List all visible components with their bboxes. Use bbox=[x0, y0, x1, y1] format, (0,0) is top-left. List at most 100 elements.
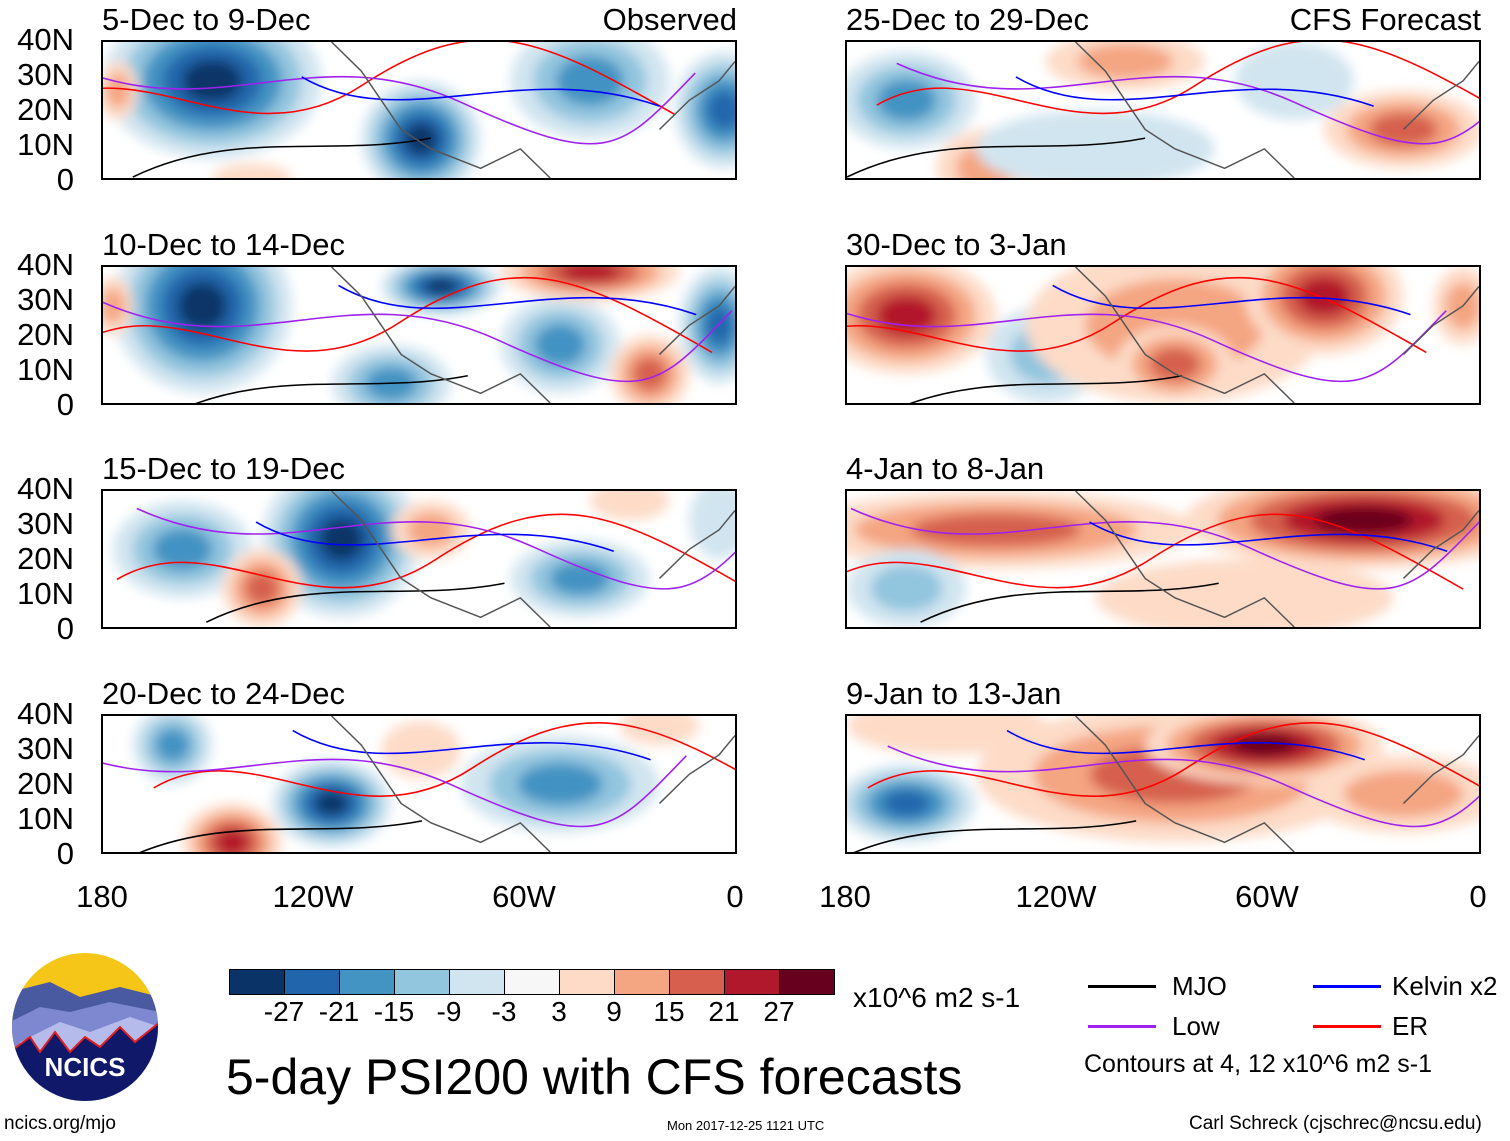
panel-title: 15-Dec to 19-Dec bbox=[102, 451, 345, 486]
lat-label: 20N bbox=[17, 317, 74, 352]
colorbar-label: -9 bbox=[436, 996, 462, 1027]
figure-title: 5-day PSI200 with CFS forecasts bbox=[226, 1049, 963, 1105]
anomaly-contour bbox=[705, 305, 733, 345]
lon-label: 120W bbox=[272, 879, 354, 914]
anomaly-contour bbox=[870, 564, 943, 612]
logo-text: NCICS bbox=[45, 1052, 126, 1082]
legend-line-mjo bbox=[1088, 985, 1156, 988]
colorbar-units: x10^6 m2 s-1 bbox=[853, 982, 1021, 1013]
anomaly-contour bbox=[689, 491, 735, 559]
filtered-contour bbox=[850, 507, 1479, 590]
footer-timestamp: Mon 2017-12-25 1121 UTC bbox=[667, 1118, 825, 1133]
anomaly-contour bbox=[215, 829, 249, 852]
map-panel bbox=[845, 40, 1481, 180]
filtered-contour bbox=[1015, 76, 1374, 107]
legend-label-kelvin: Kelvin x2 bbox=[1392, 971, 1498, 1001]
filtered-contour bbox=[876, 42, 1479, 115]
coastline bbox=[1075, 716, 1479, 852]
filtered-contour bbox=[103, 276, 713, 354]
anomaly-contour bbox=[315, 791, 348, 816]
anomaly-contour bbox=[707, 90, 735, 130]
colorbar-swatch bbox=[340, 970, 395, 994]
coastline bbox=[1075, 491, 1479, 627]
lat-label: 0 bbox=[56, 387, 74, 422]
anomaly-contour bbox=[589, 491, 670, 521]
colorbar-label: -21 bbox=[318, 996, 360, 1027]
anomaly-contour bbox=[619, 716, 700, 746]
anomaly-contour bbox=[1343, 770, 1464, 818]
colorbar-swatch bbox=[450, 970, 505, 994]
anomaly-contour bbox=[105, 73, 130, 109]
lon-label: 60W bbox=[1235, 879, 1299, 914]
lon-label: 120W bbox=[1015, 879, 1097, 914]
filtered-contour bbox=[132, 137, 432, 178]
filtered-contour bbox=[887, 745, 1479, 828]
filtered-contour bbox=[103, 72, 696, 145]
filtered-contour bbox=[103, 301, 733, 383]
anomaly-contour bbox=[155, 728, 190, 762]
lat-label: 30N bbox=[17, 731, 74, 766]
colorbar-label: -27 bbox=[263, 996, 305, 1027]
panel-tag: CFS Forecast bbox=[1289, 2, 1481, 37]
anomaly-contour bbox=[1077, 43, 1173, 79]
lat-label: 40N bbox=[17, 471, 74, 506]
lat-label: 40N bbox=[17, 22, 74, 57]
lat-label: 0 bbox=[56, 611, 74, 646]
lon-label: 60W bbox=[492, 879, 556, 914]
lat-label: 30N bbox=[17, 506, 74, 541]
panel-title: 30-Dec to 3-Jan bbox=[846, 227, 1067, 262]
lat-label: 10N bbox=[17, 352, 74, 387]
anomaly-contour bbox=[876, 296, 937, 335]
filtered-contour bbox=[896, 62, 1479, 145]
colorbar-swatch bbox=[560, 970, 615, 994]
anomaly-contour bbox=[847, 716, 1046, 755]
anomaly-contour bbox=[244, 571, 280, 605]
map-panel bbox=[845, 265, 1481, 405]
anomaly-contour bbox=[1149, 347, 1201, 381]
contour-note: Contours at 4, 12 x10^6 m2 s-1 bbox=[1084, 1050, 1433, 1078]
filtered-contour bbox=[847, 513, 1464, 590]
colorbar-label: -3 bbox=[491, 996, 517, 1027]
map-panel bbox=[845, 714, 1481, 854]
filtered-contour bbox=[847, 310, 1447, 383]
anomaly-contour bbox=[1095, 559, 1394, 627]
colorbar-swatch bbox=[670, 970, 725, 994]
colorbar-swatch bbox=[395, 970, 450, 994]
filtered-contour bbox=[920, 582, 1219, 623]
anomaly-contour bbox=[560, 267, 620, 282]
anomaly-contour bbox=[1234, 42, 1354, 120]
anomaly-contour bbox=[632, 357, 667, 391]
legend-line-kelvin bbox=[1313, 985, 1381, 988]
coastline bbox=[331, 42, 735, 178]
filtered-contour bbox=[847, 276, 1427, 354]
anomaly-contour bbox=[103, 288, 125, 324]
colorbar-label: 3 bbox=[551, 996, 567, 1027]
lat-label: 30N bbox=[17, 57, 74, 92]
panel-title: 20-Dec to 24-Dec bbox=[102, 676, 345, 711]
lat-label: 0 bbox=[56, 162, 74, 197]
anomaly-contour bbox=[550, 561, 610, 596]
legend-line-er bbox=[1313, 1025, 1381, 1028]
filtered-contour bbox=[1006, 729, 1365, 761]
colorbar-label: 21 bbox=[708, 996, 740, 1027]
anomaly-contour bbox=[381, 720, 461, 780]
filtered-contour bbox=[853, 820, 1137, 852]
colorbar bbox=[229, 969, 835, 995]
colorbar-swatch bbox=[615, 970, 670, 994]
anomaly-contour bbox=[1314, 506, 1413, 534]
anomaly-contour bbox=[534, 323, 586, 366]
colorbar-label: -15 bbox=[373, 996, 415, 1027]
lon-label: 180 bbox=[76, 879, 128, 914]
lon-label: 180 bbox=[819, 879, 871, 914]
legend-line-low bbox=[1088, 1025, 1156, 1028]
filtered-contour bbox=[103, 42, 676, 116]
anomaly-contour bbox=[517, 763, 603, 805]
coastline bbox=[331, 267, 735, 403]
colorbar-swatch bbox=[780, 970, 834, 994]
lat-label: 30N bbox=[17, 282, 74, 317]
filtered-contour bbox=[301, 76, 660, 107]
anomaly-contour bbox=[404, 123, 438, 156]
anomaly-contour bbox=[1231, 734, 1297, 756]
panel-tag: Observed bbox=[602, 2, 737, 37]
footer-url[interactable]: ncics.org/mjo bbox=[4, 1113, 116, 1134]
